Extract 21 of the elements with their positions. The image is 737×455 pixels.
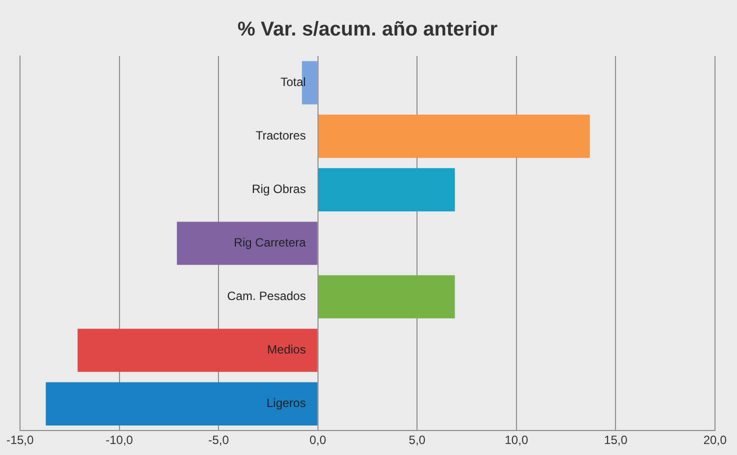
y-tick-label: Tractores (256, 128, 306, 143)
y-tick-label: Ligeros (266, 396, 306, 410)
x-tick-label: 10,0 (504, 433, 528, 448)
y-tick-label: Cam. Pesados (227, 289, 306, 304)
bar (318, 114, 590, 158)
x-tick-label: 20,0 (703, 433, 727, 448)
x-tick-label: 5,0 (408, 433, 426, 448)
bar (78, 328, 318, 372)
x-tick-label: -5,0 (208, 433, 230, 448)
x-tick-label: 0,0 (310, 433, 327, 448)
y-tick-label: Rig Carretera (234, 236, 306, 250)
x-tick-label: 15,0 (604, 433, 628, 448)
x-tick-label: -15,0 (6, 433, 34, 448)
y-tick-label: Rig Obras (252, 182, 306, 196)
bar (318, 168, 455, 212)
bar (46, 382, 318, 426)
y-tick-label: Medios (267, 342, 306, 357)
x-tick-label: -10,0 (106, 433, 134, 448)
bar (318, 275, 455, 318)
bar (176, 222, 318, 265)
chart-title: % Var. s/acum. año anterior (237, 18, 498, 41)
